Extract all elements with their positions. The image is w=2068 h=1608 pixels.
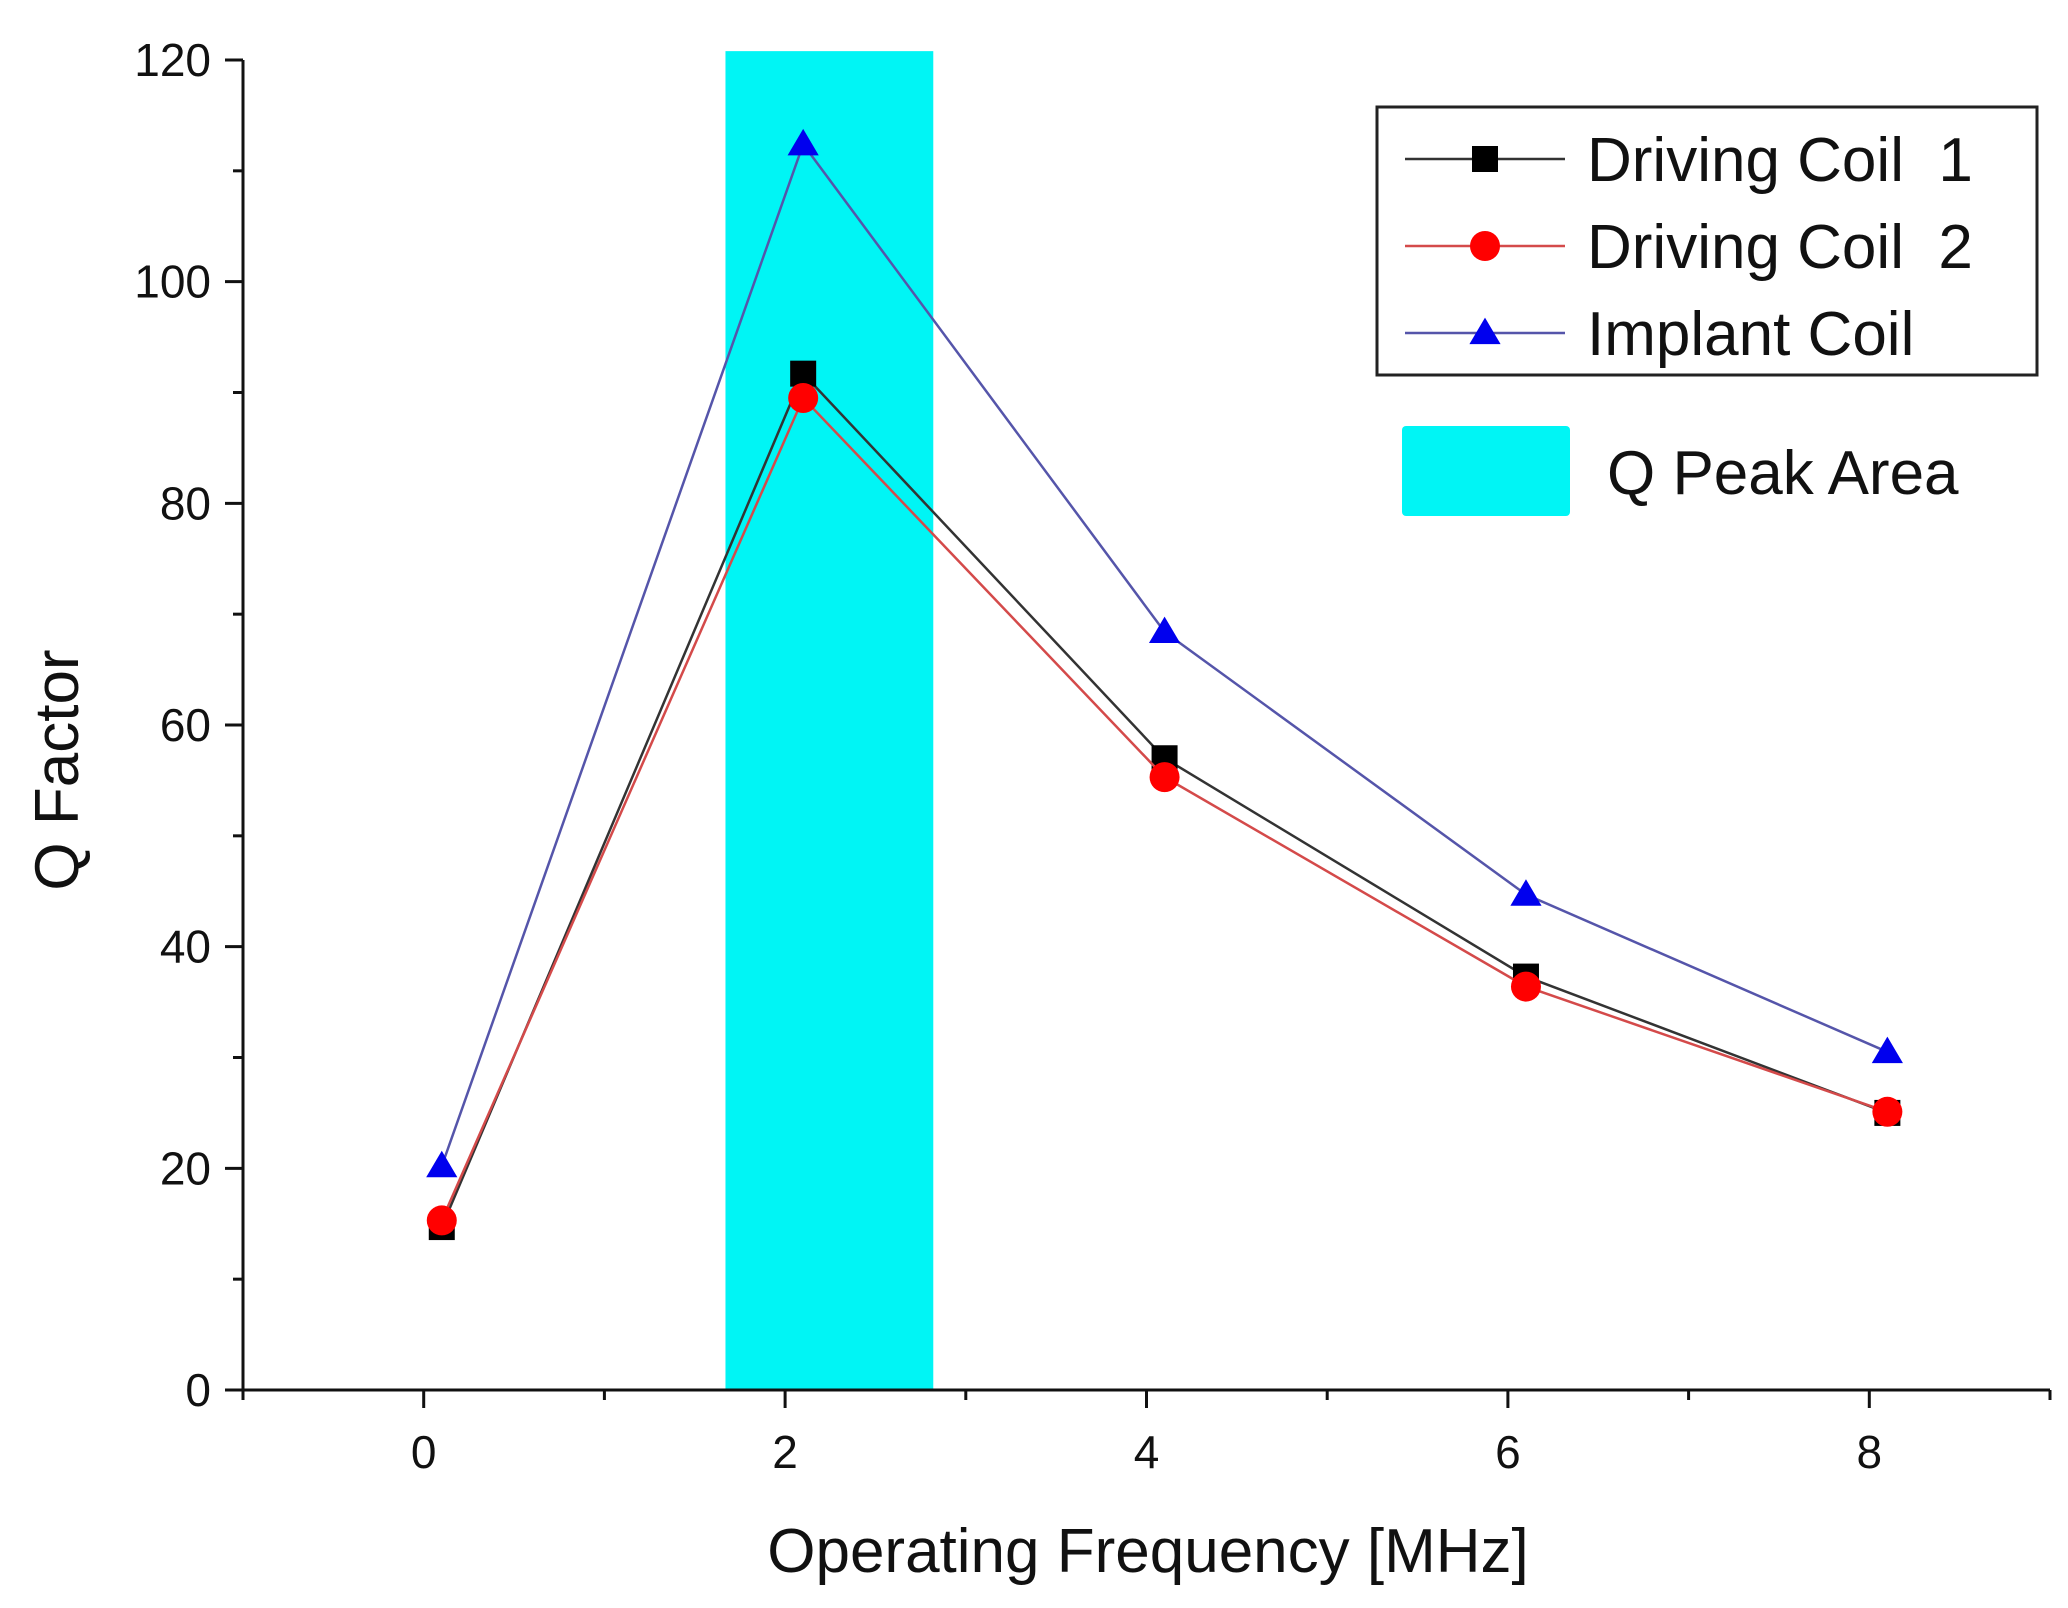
legend-marker-implant-coil — [1469, 317, 1501, 345]
driving-coil-2-point — [1149, 762, 1180, 793]
legend-label-q-peak-area: Q Peak Area — [1607, 439, 1959, 508]
y-tick-label: 60 — [160, 699, 211, 751]
driving-coil-2-point — [788, 383, 819, 414]
x-tick-label: 4 — [1134, 1426, 1160, 1478]
legend-swatch-q-peak-area — [1402, 426, 1570, 516]
y-axis-title: Q Factor — [23, 649, 92, 890]
driving-coil-2-point — [426, 1205, 457, 1236]
y-tick-label: 120 — [134, 34, 211, 86]
legend-marker-driving-coil-1 — [1472, 146, 1498, 172]
legend-label-driving-coil-2: Driving Coil 2 — [1587, 213, 1973, 282]
implant-coil-point — [426, 1150, 458, 1178]
implant-coil-point — [1510, 879, 1542, 906]
y-tick-label: 20 — [160, 1142, 211, 1194]
driving-coil-2-point — [1510, 971, 1541, 1002]
legend-label-driving-coil-1: Driving Coil 1 — [1587, 126, 1973, 195]
x-tick-label: 8 — [1857, 1426, 1883, 1478]
legend-label-implant-coil: Implant Coil — [1587, 300, 1914, 369]
q-peak-area-band — [725, 51, 934, 1391]
driving-coil-2-point — [1872, 1096, 1903, 1127]
driving-coil-2-line — [440, 395, 1888, 1221]
implant-coil-point — [1871, 1036, 1903, 1064]
y-tick-label: 80 — [160, 477, 211, 529]
x-axis-title: Operating Frequency [MHz] — [767, 1517, 1529, 1586]
y-tick-label: 40 — [160, 921, 211, 973]
legend-marker-driving-coil-2 — [1470, 231, 1500, 261]
x-tick-label: 6 — [1495, 1426, 1521, 1478]
x-tick-label: 2 — [772, 1426, 798, 1478]
y-tick-label: 0 — [185, 1364, 211, 1416]
implant-coil-point — [1148, 616, 1181, 644]
x-tick-label: 0 — [411, 1426, 437, 1478]
implant-coil-point — [787, 128, 819, 156]
driving-coil-1-point — [790, 360, 817, 387]
y-tick-label: 100 — [134, 256, 211, 308]
